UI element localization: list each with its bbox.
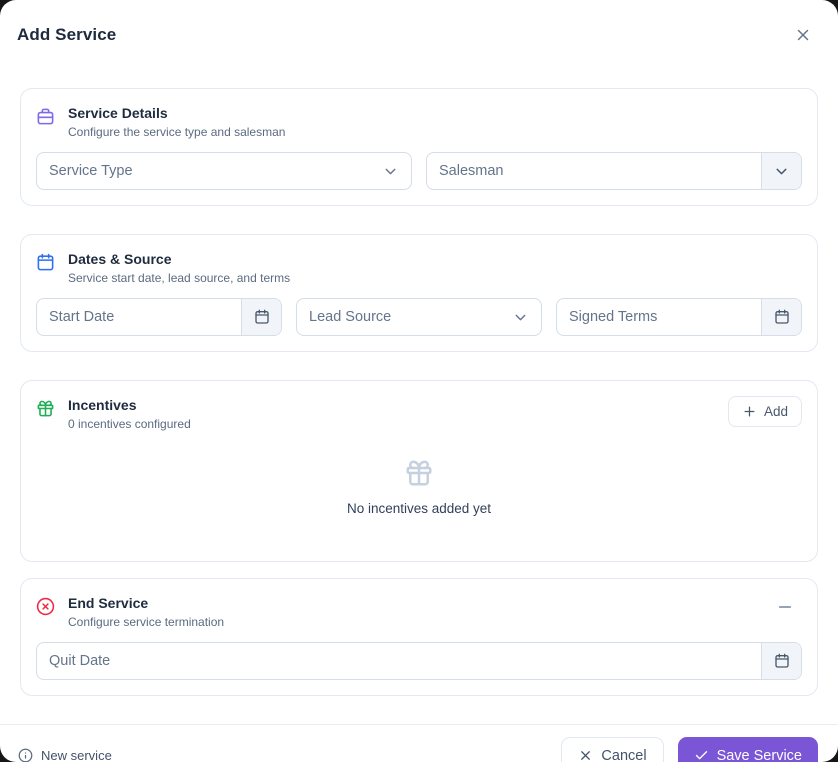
section-title: Incentives bbox=[68, 397, 137, 413]
incentives-empty-state: No incentives added yet bbox=[36, 432, 802, 546]
modal-content: Service Details Configure the service ty… bbox=[0, 70, 838, 724]
close-button[interactable] bbox=[790, 22, 816, 48]
gift-icon bbox=[36, 399, 55, 418]
quit-date-input[interactable] bbox=[37, 643, 761, 679]
section-subtitle: 0 incentives configured bbox=[68, 417, 191, 431]
section-end-service: End Service Configure service terminatio… bbox=[20, 578, 818, 696]
collapse-section-button[interactable] bbox=[772, 594, 798, 620]
signed-terms-calendar-button[interactable] bbox=[761, 299, 801, 335]
quit-date-field[interactable] bbox=[36, 642, 802, 680]
minus-icon bbox=[776, 598, 794, 616]
salesman-input[interactable] bbox=[427, 153, 761, 189]
check-icon bbox=[694, 748, 709, 762]
calendar-icon bbox=[36, 253, 55, 272]
gift-icon bbox=[404, 458, 434, 493]
plus-icon bbox=[742, 404, 757, 419]
quit-date-calendar-button[interactable] bbox=[761, 643, 801, 679]
save-button-label: Save Service bbox=[716, 747, 802, 762]
info-icon bbox=[18, 748, 33, 762]
section-title: End Service bbox=[68, 595, 149, 611]
add-button-label: Add bbox=[763, 404, 788, 419]
chevron-down-icon bbox=[508, 299, 541, 335]
chevron-down-icon bbox=[378, 153, 411, 189]
modal-title: Add Service bbox=[17, 25, 117, 44]
salesman-dropdown-button[interactable] bbox=[761, 153, 801, 189]
save-service-button[interactable]: Save Service bbox=[677, 736, 818, 762]
close-icon bbox=[578, 748, 593, 762]
section-title: Service Details bbox=[68, 105, 168, 121]
cancel-button[interactable]: Cancel bbox=[561, 736, 664, 762]
service-type-input[interactable] bbox=[37, 153, 378, 189]
circle-x-icon bbox=[36, 597, 55, 616]
modal-footer: New service Cancel Save Service bbox=[0, 724, 838, 762]
briefcase-icon bbox=[36, 107, 55, 126]
start-date-input[interactable] bbox=[37, 299, 241, 335]
section-subtitle: Configure service termination bbox=[68, 615, 225, 629]
section-subtitle: Service start date, lead source, and ter… bbox=[68, 271, 291, 285]
section-incentives: Incentives 0 incentives configured Add N… bbox=[20, 380, 818, 562]
add-incentive-button[interactable]: Add bbox=[727, 396, 802, 427]
calendar-icon bbox=[774, 653, 790, 669]
modal-header: Add Service bbox=[0, 0, 838, 70]
footer-status: New service bbox=[18, 748, 112, 762]
lead-source-select[interactable] bbox=[296, 298, 542, 336]
service-type-select[interactable] bbox=[36, 152, 412, 190]
signed-terms-field[interactable] bbox=[556, 298, 802, 336]
cancel-button-label: Cancel bbox=[601, 747, 647, 762]
section-service-details: Service Details Configure the service ty… bbox=[20, 88, 818, 206]
start-date-field[interactable] bbox=[36, 298, 282, 336]
start-date-calendar-button[interactable] bbox=[241, 299, 281, 335]
section-dates-source: Dates & Source Service start date, lead … bbox=[20, 234, 818, 352]
incentives-empty-text: No incentives added yet bbox=[346, 501, 492, 516]
section-title: Dates & Source bbox=[68, 251, 172, 267]
calendar-icon bbox=[774, 309, 790, 325]
salesman-select[interactable] bbox=[426, 152, 802, 190]
chevron-down-icon bbox=[773, 163, 790, 180]
lead-source-input[interactable] bbox=[297, 299, 508, 335]
footer-status-text: New service bbox=[41, 748, 112, 762]
section-subtitle: Configure the service type and salesman bbox=[68, 125, 286, 139]
signed-terms-input[interactable] bbox=[557, 299, 761, 335]
close-icon bbox=[794, 26, 812, 44]
calendar-icon bbox=[254, 309, 270, 325]
